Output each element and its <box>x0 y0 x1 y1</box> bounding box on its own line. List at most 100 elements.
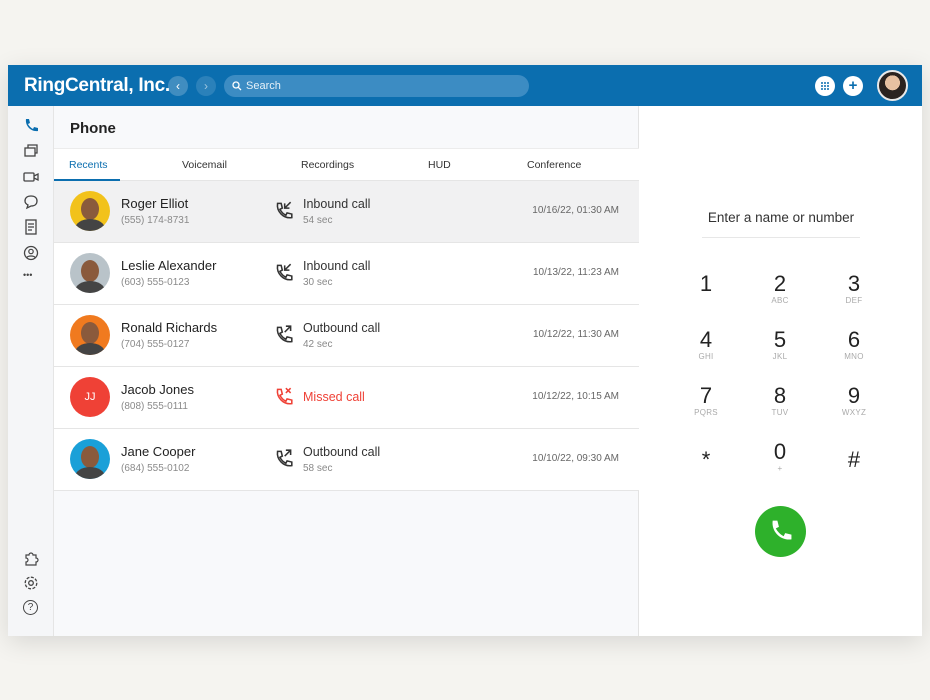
active-tab-indicator <box>54 179 120 181</box>
call-duration: 42 sec <box>303 339 333 350</box>
key-letters: + <box>777 464 783 473</box>
avatar <box>70 191 110 231</box>
call-date: 10/13/22, 11:23 AM <box>533 267 619 278</box>
outbound-call-icon <box>276 449 293 467</box>
back-button[interactable]: ‹ <box>168 76 188 96</box>
key-digit: 1 <box>699 271 713 296</box>
messages-icon[interactable] <box>23 143 39 159</box>
key-letters: PQRS <box>694 408 718 417</box>
dialpad-key[interactable]: 5 JKL <box>750 327 810 362</box>
contact-phone: (684) 555-0102 <box>121 463 190 474</box>
dialpad-key[interactable]: * <box>676 440 736 472</box>
call-date: 10/12/22, 11:30 AM <box>533 329 619 340</box>
avatar: JJ <box>70 377 110 417</box>
key-digit: 2 <box>773 271 787 296</box>
call-duration: 54 sec <box>303 215 333 226</box>
recent-call-row[interactable]: Leslie Alexander (603) 555-0123 Inbound … <box>54 243 639 305</box>
contact-name: Jane Cooper <box>121 444 196 459</box>
key-letters: JKL <box>772 352 788 361</box>
tab-bar: Recents Voicemail Recordings HUD Confere… <box>54 148 639 181</box>
key-digit: * <box>701 447 711 472</box>
forward-button[interactable]: › <box>196 76 216 96</box>
call-button[interactable] <box>755 506 806 557</box>
add-button[interactable]: + <box>843 76 863 96</box>
settings-icon[interactable] <box>23 575 39 591</box>
recent-call-row[interactable]: Roger Elliot (555) 174-8731 Inbound call… <box>54 181 639 243</box>
notes-icon[interactable] <box>23 219 39 235</box>
recent-call-row[interactable]: Ronald Richards (704) 555-0127 Outbound … <box>54 305 639 367</box>
call-type: Inbound call <box>303 259 371 273</box>
call-date: 10/12/22, 10:15 AM <box>532 391 619 402</box>
dialpad-key[interactable]: 7 PQRS <box>676 383 736 418</box>
chat-icon[interactable] <box>23 194 39 210</box>
dialpad-panel: Enter a name or number 1 2 ABC 3 DEF 4 GHI 5 JKL… <box>640 106 922 636</box>
contact-phone: (704) 555-0127 <box>121 339 190 350</box>
key-letters: GHI <box>698 352 714 361</box>
recent-call-row[interactable]: JJ Jacob Jones (808) 555-0111 Missed call… <box>54 367 639 429</box>
recent-call-row[interactable]: Jane Cooper (684) 555-0102 Outbound call… <box>54 429 639 491</box>
tab-hud[interactable]: HUD <box>428 159 451 171</box>
search-input[interactable]: Search <box>224 75 529 97</box>
app-window: RingCentral, Inc. ‹ › Search + ••• ? Pho… <box>8 65 922 636</box>
dialpad-key[interactable]: 9 WXYZ <box>824 383 884 418</box>
inbound-call-icon <box>276 263 293 281</box>
contact-name: Jacob Jones <box>121 382 194 397</box>
dialpad-key[interactable]: 1 <box>676 272 736 296</box>
key-letters: TUV <box>771 408 789 417</box>
dialpad-key[interactable]: # <box>824 440 884 472</box>
dialpad-key[interactable]: 2 ABC <box>750 271 810 306</box>
key-digit: 3 <box>847 271 861 296</box>
number-input[interactable]: Enter a name or number <box>702 210 860 238</box>
outbound-call-icon <box>276 325 293 343</box>
key-letters: WXYZ <box>841 408 867 417</box>
extensions-icon[interactable] <box>23 550 39 566</box>
contact-phone: (603) 555-0123 <box>121 277 190 288</box>
contact-phone: (808) 555-0111 <box>121 401 188 412</box>
key-digit: 5 <box>773 327 787 352</box>
dialpad-button[interactable] <box>815 76 835 96</box>
dialpad-key[interactable]: 4 GHI <box>676 328 736 362</box>
page-title: Phone <box>70 120 116 137</box>
top-bar: RingCentral, Inc. ‹ › Search + <box>8 65 922 106</box>
sidebar: ••• ? <box>8 106 54 636</box>
dialpad-key[interactable]: 6 MNO <box>824 327 884 362</box>
dialpad-key[interactable]: 0 + <box>750 440 810 474</box>
call-type: Outbound call <box>303 445 381 459</box>
dialpad-key[interactable]: 3 DEF <box>824 271 884 306</box>
key-digit: 9 <box>847 383 861 408</box>
call-duration: 58 sec <box>303 463 333 474</box>
call-type: Missed call <box>303 390 365 404</box>
search-placeholder: Search <box>246 80 281 92</box>
contact-name: Ronald Richards <box>121 320 218 335</box>
video-icon[interactable] <box>23 169 39 185</box>
inbound-call-icon <box>276 201 293 219</box>
contact-name: Leslie Alexander <box>121 258 217 273</box>
key-digit: 6 <box>847 327 861 352</box>
brand-title: RingCentral, Inc. <box>24 75 170 96</box>
key-letters: MNO <box>844 352 864 361</box>
phone-icon <box>772 520 792 540</box>
grid-icon <box>821 82 829 90</box>
key-digit: # <box>847 447 861 472</box>
user-avatar[interactable] <box>877 70 908 101</box>
call-type: Inbound call <box>303 197 371 211</box>
phone-panel: Phone Recents Voicemail Recordings HUD C… <box>54 106 639 636</box>
tab-voicemail[interactable]: Voicemail <box>182 159 227 171</box>
key-digit: 8 <box>773 383 787 408</box>
tab-recents[interactable]: Recents <box>69 159 108 171</box>
tab-conference[interactable]: Conference <box>527 159 582 171</box>
phone-icon[interactable] <box>23 118 39 134</box>
avatar <box>70 315 110 355</box>
tab-recordings[interactable]: Recordings <box>301 159 355 171</box>
missed-call-icon <box>276 387 293 405</box>
call-date: 10/10/22, 09:30 AM <box>532 453 619 464</box>
more-icon[interactable]: ••• <box>23 270 33 280</box>
call-date: 10/16/22, 01:30 AM <box>532 205 619 216</box>
call-type: Outbound call <box>303 321 381 335</box>
help-icon[interactable]: ? <box>23 600 38 615</box>
dialpad-key[interactable]: 8 TUV <box>750 383 810 418</box>
contacts-icon[interactable] <box>23 245 39 261</box>
call-duration: 30 sec <box>303 277 333 288</box>
key-letters: DEF <box>845 296 863 305</box>
key-digit: 7 <box>699 383 713 408</box>
